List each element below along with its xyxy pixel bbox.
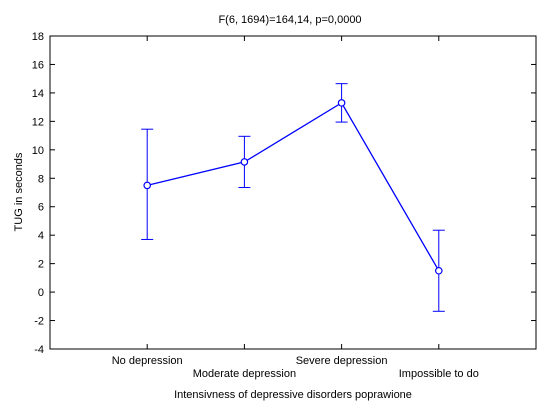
x-category-label: No depression	[112, 355, 183, 367]
y-tick-label: -4	[34, 344, 44, 356]
y-tick-label: 8	[38, 173, 44, 185]
x-category-label: Severe depression	[296, 355, 388, 367]
y-tick-label: 14	[32, 88, 44, 100]
data-point	[240, 158, 249, 166]
data-point	[434, 266, 443, 275]
y-tick-label: 18	[32, 31, 44, 43]
y-tick-label: 6	[38, 202, 44, 214]
y-tick-label: 0	[38, 287, 44, 299]
y-axis-label: TUG in seconds	[13, 152, 25, 231]
y-tick-label: 10	[32, 145, 44, 157]
plot-area	[49, 35, 537, 350]
x-category-label: Moderate depression	[193, 368, 296, 380]
series-line	[147, 101, 440, 272]
x-category-label: Impossible to do	[399, 368, 479, 380]
y-tick-label: 4	[38, 230, 44, 242]
data-point	[337, 99, 346, 107]
y-tick-label: 2	[38, 259, 44, 271]
y-tick-label: 12	[32, 116, 44, 128]
data-point	[143, 181, 152, 190]
y-tick-label: -2	[34, 316, 44, 328]
chart-title: F(6, 1694)=164,14, p=0,0000	[218, 14, 361, 26]
y-axis: 18 16 14 12 10 8 6 4 2 0 -2 -4	[32, 31, 536, 356]
x-axis-label: Intensivness of depressive disorders pop…	[174, 389, 412, 401]
y-tick-label: 16	[32, 59, 44, 71]
series-group	[141, 83, 445, 312]
